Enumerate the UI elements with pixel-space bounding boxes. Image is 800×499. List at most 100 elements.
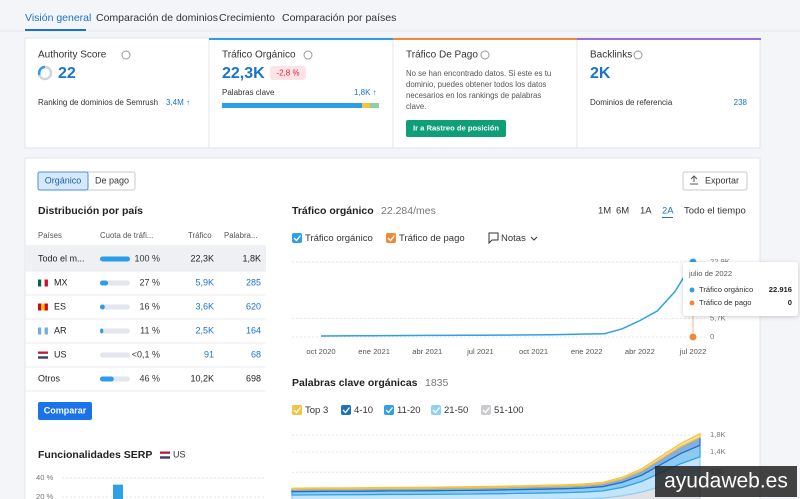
x-tick-label: oct 2021 xyxy=(519,347,548,356)
tooltip-value: 0 xyxy=(788,298,792,307)
period[interactable]: 6M xyxy=(616,206,629,217)
legend-label[interactable]: Tráfico orgánico xyxy=(305,233,373,244)
notes[interactable]: Notas xyxy=(501,233,526,244)
flag xyxy=(44,279,48,287)
bar xyxy=(113,484,123,499)
traffic: 22,3K xyxy=(190,253,214,263)
legend-checkbox[interactable] xyxy=(431,405,441,415)
legend-label[interactable]: Top 3 xyxy=(305,405,328,416)
tooltip xyxy=(683,262,798,316)
export-icon xyxy=(690,175,698,185)
y-tick-label: 40 % xyxy=(36,473,54,482)
toggle-active[interactable] xyxy=(37,171,89,191)
period[interactable]: 1A xyxy=(640,206,652,217)
x-tick-label: ene 2021 xyxy=(358,347,390,356)
legend-checkbox[interactable] xyxy=(386,233,396,243)
legend-label[interactable]: 4-10 xyxy=(354,405,373,416)
card-accent xyxy=(209,38,393,40)
x-tick-label: ene 2022 xyxy=(571,347,603,356)
share-bar xyxy=(100,376,114,382)
tab[interactable]: Comparación de dominios xyxy=(96,12,218,24)
x-tick-label: abr 2021 xyxy=(412,347,442,356)
country: MX xyxy=(54,277,68,287)
keywords[interactable]: 285 xyxy=(246,277,261,287)
tab-underline xyxy=(25,29,86,31)
keywords[interactable]: 620 xyxy=(246,301,261,311)
period-underline xyxy=(662,217,673,218)
info-icon xyxy=(121,50,131,60)
traffic[interactable]: 91 xyxy=(204,349,214,359)
check xyxy=(293,235,302,242)
card-label: Ranking de dominios de Semrush xyxy=(38,98,158,107)
country: US xyxy=(54,349,67,359)
card-label-value[interactable]: 3,4M ↑ xyxy=(166,98,190,107)
flag xyxy=(160,453,170,457)
share-label: 16 % xyxy=(139,301,160,311)
chart-subtitle: 1835 xyxy=(425,377,449,389)
check xyxy=(482,407,491,414)
check xyxy=(432,407,441,414)
card-label-value[interactable]: 1,8K ↑ xyxy=(354,88,377,97)
legend-checkbox[interactable] xyxy=(481,405,491,415)
card-value: 2K xyxy=(590,65,611,82)
plot-area xyxy=(62,477,266,499)
y-tick-label: 20 % xyxy=(36,492,54,499)
info-icon xyxy=(303,50,313,60)
card-title: Authority Score xyxy=(38,50,107,61)
info-icon xyxy=(633,50,643,60)
score-arc xyxy=(37,65,46,76)
button[interactable]: Comparar xyxy=(44,405,87,415)
country: Todo el m... xyxy=(38,253,85,263)
button-bg[interactable] xyxy=(406,120,506,137)
keywords[interactable]: 68 xyxy=(251,349,261,359)
keywords[interactable]: 164 xyxy=(246,325,261,335)
legend-checkbox[interactable] xyxy=(292,405,302,415)
period[interactable]: 2A xyxy=(662,206,674,217)
column-header: Tráfico xyxy=(188,231,212,240)
legend-checkbox[interactable] xyxy=(292,233,302,243)
country: ES xyxy=(54,301,66,311)
toggle[interactable]: De pago xyxy=(95,175,129,185)
period[interactable]: Todo el tiempo xyxy=(684,206,746,217)
traffic[interactable]: 2,5K xyxy=(195,325,214,335)
flag xyxy=(160,451,170,454)
card-text: necesarios en los rankings de palabras xyxy=(406,91,541,100)
section-title: Distribución por país xyxy=(38,205,143,217)
tooltip-value: 22.916 xyxy=(769,285,792,294)
share-track xyxy=(100,328,130,334)
traffic[interactable]: 3,6K xyxy=(195,301,214,311)
flag xyxy=(44,327,48,335)
legend-label[interactable]: Tráfico de pago xyxy=(399,233,465,244)
legend-label[interactable]: 21-50 xyxy=(444,405,468,416)
flag xyxy=(41,279,45,287)
export-bg[interactable] xyxy=(682,171,748,191)
flag xyxy=(38,303,42,311)
check xyxy=(385,407,394,414)
share-bar xyxy=(100,280,109,286)
tab[interactable]: Crecimiento xyxy=(219,12,275,24)
x-tick-label: abr 2022 xyxy=(625,347,655,356)
tooltip-dot xyxy=(689,300,695,306)
share-track xyxy=(100,304,130,310)
tab[interactable]: Visión general xyxy=(25,12,91,24)
tooltip-label: Tráfico de pago xyxy=(699,298,752,307)
card-label-value[interactable]: 238 xyxy=(734,98,748,107)
x-tick-label: jul 2022 xyxy=(679,347,707,356)
legend-label[interactable]: 51-100 xyxy=(494,405,524,416)
tab[interactable]: Comparación por países xyxy=(282,12,396,24)
export[interactable]: Exportar xyxy=(705,175,739,185)
legend-checkbox[interactable] xyxy=(384,405,394,415)
toggle[interactable]: Orgánico xyxy=(45,175,82,185)
period[interactable]: 1M xyxy=(598,206,611,217)
legend-checkbox[interactable] xyxy=(341,405,351,415)
button[interactable]: Ir a Rastreo de posición xyxy=(413,124,499,133)
legend-label[interactable]: 11-20 xyxy=(397,405,421,416)
watermark-bg xyxy=(655,466,797,497)
traffic[interactable]: 5,9K xyxy=(195,277,214,287)
y-tick-label: 0 xyxy=(710,332,714,341)
traffic: 10,2K xyxy=(190,373,214,383)
flag xyxy=(38,327,42,335)
button-bg[interactable] xyxy=(38,402,92,420)
flag xyxy=(38,356,48,359)
